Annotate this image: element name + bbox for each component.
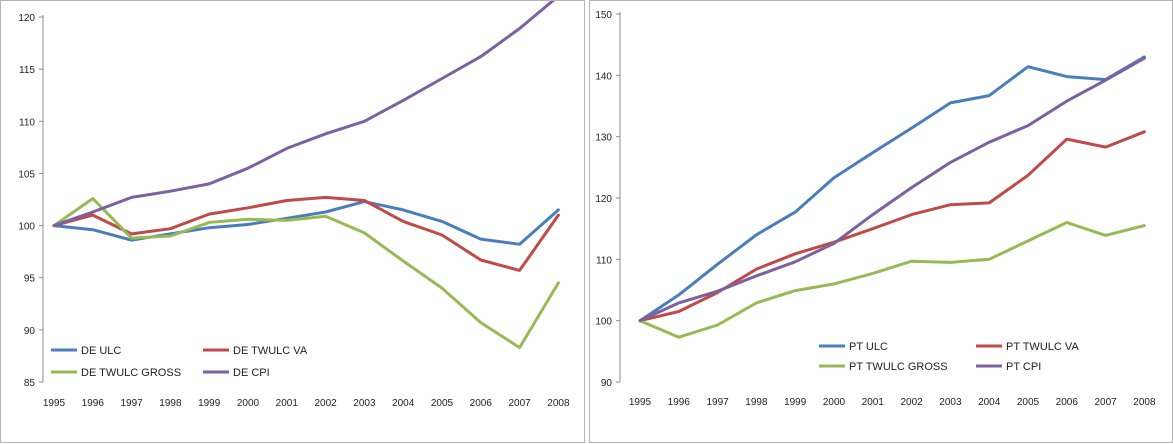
chart-1-x-tick-label: 1997 bbox=[706, 397, 729, 408]
chart-1-y-tick-label: 150 bbox=[595, 10, 612, 21]
chart-0-series-de-cpi-line bbox=[52, 1, 555, 228]
chart-1-series-pt-twulc-gross-line bbox=[638, 221, 1146, 339]
chart-1-x-tick-label: 1996 bbox=[668, 397, 691, 408]
chart-0-y-tick-label: 95 bbox=[24, 274, 36, 285]
chart-0-x-tick-label: 1996 bbox=[82, 398, 105, 409]
chart-1-y-tick-label: 110 bbox=[596, 255, 612, 266]
chart-0-x-tick-label: 2004 bbox=[392, 398, 415, 409]
chart-1-x-tick-label: 2003 bbox=[939, 397, 962, 408]
chart-1-x-tick-label: 1999 bbox=[784, 397, 807, 408]
chart-0-x-tick-label: 1997 bbox=[120, 398, 143, 409]
chart-1-x-tick-label: 2008 bbox=[1133, 397, 1156, 408]
chart-1-x-tick-label: 2001 bbox=[862, 397, 885, 408]
chart-1-y-tick-label: 120 bbox=[595, 194, 612, 205]
chart-0-y-tick-label: 110 bbox=[19, 117, 35, 128]
chart-0-y-tick-label: 90 bbox=[24, 326, 36, 337]
chart-0-legend-label-de-cpi: DE CPI bbox=[233, 367, 270, 379]
chart-0-x-tick-label: 2006 bbox=[470, 398, 493, 409]
chart-0-legend-label-de-ulc: DE ULC bbox=[81, 345, 121, 357]
chart-0-y-tick-label: 115 bbox=[19, 65, 35, 76]
chart-1-x-tick-label: 1998 bbox=[745, 397, 768, 408]
chart-1-x-tick-label: 2004 bbox=[978, 397, 1001, 408]
chart-0-legend-label-de-twulc-gross: DE TWULC GROSS bbox=[81, 367, 181, 379]
chart-0-x-tick-label: 1998 bbox=[159, 398, 182, 409]
chart-0-x-tick-label: 2007 bbox=[508, 398, 531, 409]
pt-chart-svg: 90 100 110 120 130 140 150 1995 1996 1997 1998 1999… bbox=[595, 10, 1156, 408]
chart-0-x-tick-label: 2000 bbox=[237, 398, 260, 409]
chart-1-y-tick-label: 100 bbox=[595, 317, 612, 328]
chart-0-y-tick-label: 105 bbox=[18, 169, 35, 180]
chart-1-y-tick-label: 90 bbox=[601, 378, 613, 389]
chart-1-y-tick-label: 140 bbox=[595, 71, 612, 82]
chart-0-x-tick-label: 2001 bbox=[276, 398, 299, 409]
chart-0-x-tick-label: 1995 bbox=[43, 398, 66, 409]
chart-1-x-tick-label: 2005 bbox=[1017, 397, 1040, 408]
chart-1-legend-label-pt-twulc-va: PT TWULC VA bbox=[1006, 341, 1079, 353]
chart-1-x-tick-label: 1995 bbox=[629, 397, 652, 408]
chart-1-legend-label-pt-twulc-gross: PT TWULC GROSS bbox=[849, 361, 948, 373]
de-chart-svg: 85 90 95 100 105 110 115 120 1995 1996 1997 1998 199… bbox=[18, 1, 570, 409]
chart-0-y-tick-label: 85 bbox=[24, 378, 36, 389]
chart-1-legend-label-pt-ulc: PT ULC bbox=[849, 341, 888, 353]
chart-0-x-tick-label: 1999 bbox=[198, 398, 221, 409]
chart-1-x-tick-label: 2000 bbox=[823, 397, 846, 408]
chart-0-series-de-twulc-va-line bbox=[52, 195, 560, 272]
chart-0-x-tick-label: 2003 bbox=[353, 398, 376, 409]
chart-1-series-pt-cpi-line bbox=[638, 56, 1146, 323]
chart-0-x-tick-label: 2008 bbox=[547, 398, 570, 409]
chart-0-x-tick-label: 2005 bbox=[431, 398, 454, 409]
chart-1-x-tick-label: 2007 bbox=[1094, 397, 1117, 408]
chart-1-y-tick-label: 130 bbox=[595, 133, 612, 144]
chart-0-y-tick-label: 120 bbox=[18, 13, 35, 24]
chart-0-y-tick-label: 100 bbox=[18, 222, 35, 233]
pt-chart-panel: 90 100 110 120 130 140 150 1995 1996 1997 1998 1999… bbox=[589, 0, 1173, 443]
chart-1-x-tick-label: 2002 bbox=[900, 397, 923, 408]
chart-0-legend-label-de-twulc-va: DE TWULC VA bbox=[233, 345, 308, 357]
chart-1-legend-label-pt-cpi: PT CPI bbox=[1006, 361, 1041, 373]
chart-1-series-pt-ulc-line bbox=[638, 55, 1146, 323]
chart-0-x-tick-label: 2002 bbox=[314, 398, 337, 409]
chart-1-x-tick-label: 2006 bbox=[1056, 397, 1079, 408]
de-chart-panel: 85 90 95 100 105 110 115 120 1995 1996 1997 1998 199… bbox=[0, 0, 585, 443]
chart-0-series-de-twulc-gross-line bbox=[52, 197, 560, 350]
